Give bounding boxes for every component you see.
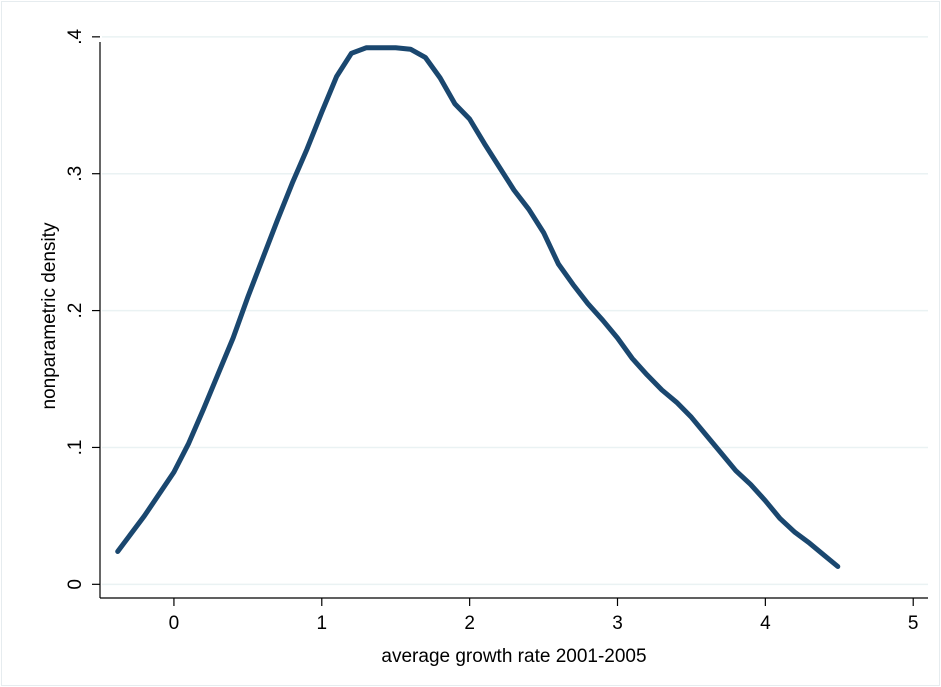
y-tick-label-1: .1 — [65, 440, 86, 456]
density-line-0 — [115, 45, 841, 569]
x-tick-label-5: 5 — [908, 613, 919, 634]
series — [115, 45, 841, 569]
y-axis-title: nonparametric density — [39, 222, 60, 409]
x-tick-label-3: 3 — [612, 613, 623, 634]
x-tick-label-0: 0 — [169, 613, 180, 634]
x-tick-label-4: 4 — [760, 613, 771, 634]
ticks: 0 .1 .2 .3 .4 0 1 2 3 4 5 — [65, 28, 919, 634]
x-tick-label-2: 2 — [464, 613, 475, 634]
gridlines — [102, 36, 928, 586]
x-tick-label-1: 1 — [316, 613, 327, 634]
y-tick-label-3: .3 — [65, 166, 86, 182]
axes — [99, 42, 928, 599]
y-tick-label-4: .4 — [65, 28, 86, 44]
x-axis-title: average growth rate 2001-2005 — [381, 646, 646, 667]
y-tick-label-0: 0 — [65, 579, 86, 590]
y-tick-label-2: .2 — [65, 303, 86, 319]
